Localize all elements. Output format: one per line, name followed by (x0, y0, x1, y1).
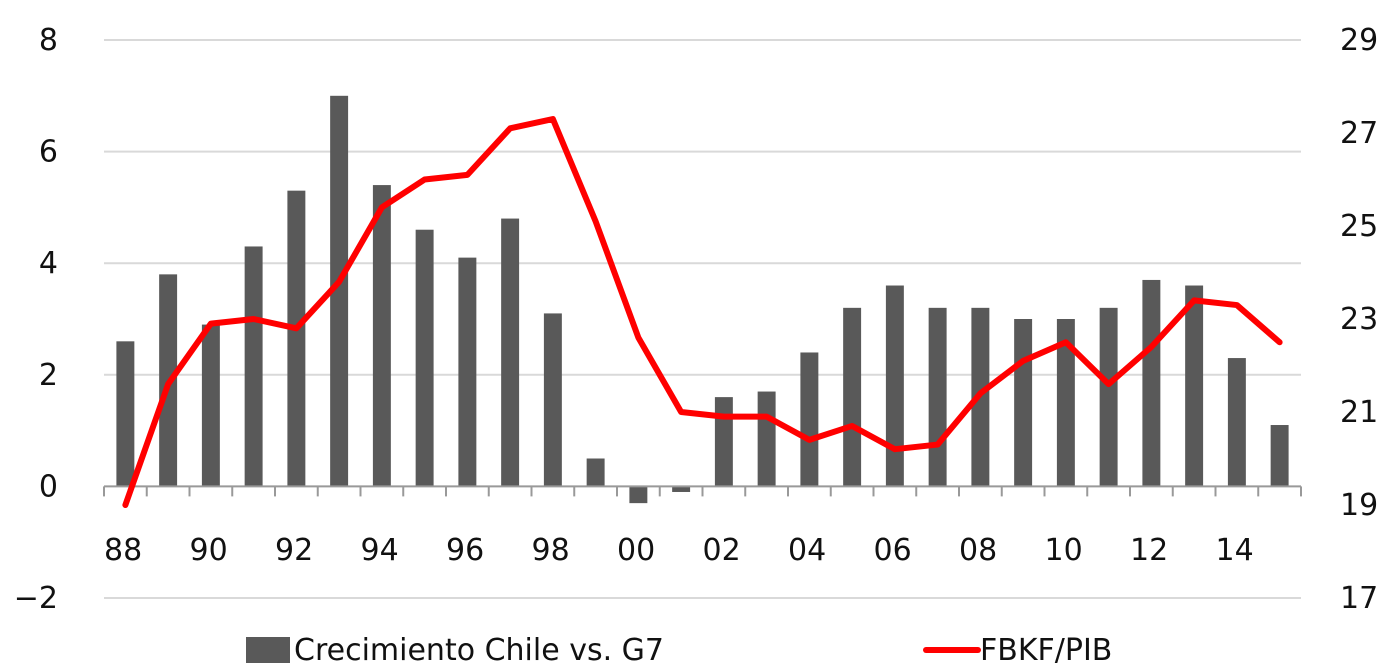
bar (843, 307, 862, 487)
y2-tick-label: 19 (1340, 488, 1378, 523)
bar (1142, 279, 1161, 487)
bar (372, 185, 391, 487)
x-tick-label: 12 (1130, 533, 1168, 568)
legend-swatch-bar (246, 637, 290, 663)
bar (330, 95, 349, 487)
y2-tick-label: 25 (1340, 209, 1378, 244)
x-tick-label: 92 (275, 533, 313, 568)
x-tick-label: 02 (703, 533, 741, 568)
y2-tick-label: 23 (1340, 302, 1378, 337)
x-tick-label: 08 (959, 533, 997, 568)
x-tick-label: 10 (1045, 533, 1083, 568)
y-tick-label: 4 (39, 246, 58, 281)
x-tick-label: 88 (104, 533, 142, 568)
bar (1227, 358, 1246, 487)
x-axis (103, 485, 1302, 497)
bar (415, 229, 434, 487)
right-y-axis-labels: 17 19 21 23 25 27 29 (1340, 23, 1378, 616)
y-tick-label: 0 (39, 469, 58, 504)
bar (629, 486, 648, 504)
legend: Crecimiento Chile vs. G7 FBKF/PIB (246, 633, 1112, 663)
bar (1185, 285, 1204, 487)
left-y-axis-labels: −2 0 2 4 6 8 (14, 23, 58, 616)
x-tick-label: 00 (617, 533, 655, 568)
bar (1099, 307, 1118, 487)
bar (458, 257, 477, 487)
y2-tick-label: 29 (1340, 23, 1378, 58)
bar (714, 397, 733, 487)
bar (757, 391, 776, 487)
legend-label-bar: Crecimiento Chile vs. G7 (294, 633, 664, 663)
x-axis-labels: 88 90 92 94 96 98 00 02 04 06 08 10 12 14 (104, 533, 1254, 568)
bar (1056, 319, 1075, 487)
fbkf-pib-line (122, 116, 1283, 508)
y-tick-label: 2 (39, 358, 58, 393)
y-tick-label: 8 (39, 23, 58, 58)
y2-tick-label: 17 (1340, 581, 1378, 616)
bar (1014, 319, 1033, 487)
line-series-fbkf (122, 116, 1283, 508)
bar (543, 313, 562, 487)
bar (672, 486, 691, 492)
x-tick-label: 06 (874, 533, 912, 568)
y2-tick-label: 27 (1340, 116, 1378, 151)
bar-series-crecimiento (116, 95, 1289, 504)
bar (800, 352, 819, 487)
bar (244, 246, 263, 487)
gridlines (104, 39, 1301, 599)
legend-label-line: FBKF/PIB (980, 633, 1112, 663)
x-tick-label: 90 (190, 533, 228, 568)
bar (586, 458, 605, 487)
bar (116, 341, 135, 487)
bar (1270, 425, 1289, 487)
bar (201, 324, 220, 487)
x-tick-label: 94 (361, 533, 399, 568)
y-tick-label: 6 (39, 135, 58, 170)
x-tick-label: 04 (788, 533, 826, 568)
x-tick-label: 14 (1216, 533, 1254, 568)
bar (928, 307, 947, 487)
x-tick-label: 98 (532, 533, 570, 568)
bar (501, 218, 520, 487)
y2-tick-label: 21 (1340, 395, 1378, 430)
bar (287, 190, 306, 487)
bar (885, 285, 904, 487)
y-tick-label: −2 (14, 581, 58, 616)
x-tick-label: 96 (446, 533, 484, 568)
